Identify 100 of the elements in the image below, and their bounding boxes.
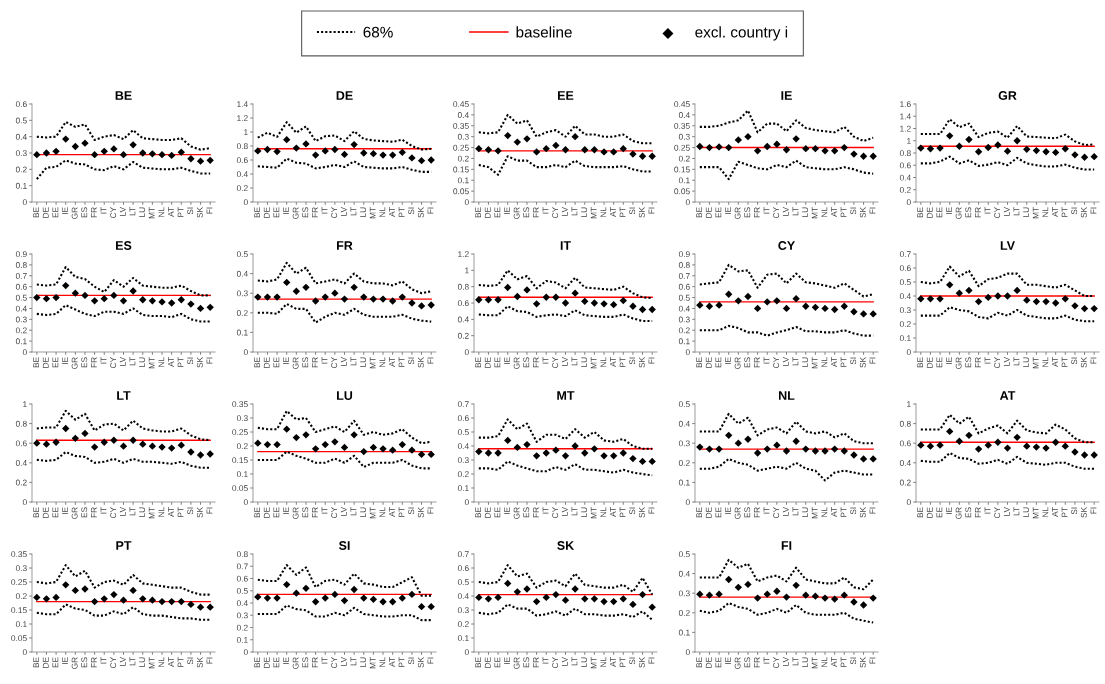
point bbox=[263, 594, 272, 602]
point bbox=[369, 295, 378, 303]
x-tick-label: PT bbox=[1061, 357, 1068, 367]
x-tick-label: LV bbox=[782, 206, 789, 216]
x-tick-label: LT bbox=[129, 207, 136, 216]
point bbox=[926, 442, 935, 450]
y-tick-label: 0.1 bbox=[15, 182, 27, 189]
x-tick-label: BE bbox=[33, 357, 39, 368]
point bbox=[388, 446, 397, 454]
y-tick-label: 0.3 bbox=[236, 612, 248, 619]
x-tick-label: IE bbox=[725, 657, 731, 664]
x-tick-label: MT bbox=[590, 507, 597, 519]
x-tick-label: ES bbox=[744, 357, 751, 368]
chart-title: EE bbox=[558, 91, 574, 100]
point bbox=[321, 147, 329, 155]
y-tick-label: 0.15 bbox=[674, 166, 690, 173]
point bbox=[100, 294, 108, 303]
x-tick-label: IE bbox=[62, 207, 68, 214]
x-tick-label: NL bbox=[379, 507, 386, 517]
line-series bbox=[35, 304, 212, 323]
x-tick-label: AT bbox=[168, 357, 174, 367]
chart-title: FI bbox=[781, 541, 792, 550]
x-tick-label: FR bbox=[754, 357, 760, 368]
y-tick-label: 0 bbox=[906, 349, 911, 356]
x-tick-label: FR bbox=[312, 357, 318, 368]
point bbox=[62, 135, 70, 143]
point bbox=[811, 592, 820, 600]
y-tick-label: 1 bbox=[244, 129, 248, 136]
x-tick-label: LV bbox=[340, 206, 347, 216]
y-tick-label: 0.4 bbox=[899, 174, 911, 181]
y-tick-label: 0.5 bbox=[899, 279, 911, 286]
x-tick-label: FI bbox=[869, 507, 876, 514]
x-tick-label: IT bbox=[763, 657, 770, 664]
point bbox=[311, 297, 320, 305]
point bbox=[648, 457, 656, 466]
x-tick-label: LU bbox=[581, 357, 587, 367]
x-tick-label: ES bbox=[81, 507, 88, 518]
point bbox=[90, 150, 99, 159]
y-tick-label: 0.8 bbox=[15, 262, 27, 268]
x-tick-label: SI bbox=[850, 507, 857, 515]
point bbox=[1061, 295, 1069, 303]
point bbox=[619, 296, 627, 305]
point bbox=[734, 439, 743, 447]
point bbox=[427, 603, 435, 611]
x-tick-label: DE bbox=[705, 357, 712, 368]
y-tick-label: 0.1 bbox=[678, 479, 690, 486]
x-tick-label: SI bbox=[187, 657, 194, 665]
y-tick-label: 0.2 bbox=[678, 610, 690, 616]
x-tick-label: BE bbox=[254, 357, 260, 368]
x-tick-label: PT bbox=[1061, 507, 1068, 517]
y-tick-label: 0.7 bbox=[457, 401, 469, 408]
x-tick-label: AT bbox=[1052, 357, 1058, 367]
point bbox=[734, 136, 743, 144]
point bbox=[350, 140, 358, 149]
x-tick-label: PT bbox=[177, 357, 184, 367]
point bbox=[763, 590, 771, 598]
chart-title: LT bbox=[117, 391, 131, 400]
y-tick-label: 0.2 bbox=[899, 186, 911, 193]
x-tick-label: NL bbox=[600, 357, 607, 367]
x-tick-label: LV bbox=[119, 356, 126, 366]
point bbox=[417, 603, 426, 611]
y-tick-label: 0.6 bbox=[899, 162, 911, 169]
x-tick-label: IE bbox=[283, 207, 289, 214]
chart-title: LV bbox=[1000, 241, 1015, 250]
x-tick-label: DE bbox=[263, 657, 270, 668]
x-tick-label: LV bbox=[561, 356, 568, 366]
point bbox=[965, 286, 973, 295]
y-tick-label: 1 bbox=[907, 401, 911, 408]
y-tick-label: 0.4 bbox=[15, 133, 27, 140]
y-tick-label: 0 bbox=[22, 199, 27, 206]
x-tick-label: MT bbox=[369, 657, 376, 669]
point bbox=[62, 424, 70, 433]
point bbox=[350, 431, 358, 439]
point bbox=[542, 293, 550, 301]
point bbox=[263, 440, 272, 449]
x-tick-label: BE bbox=[696, 357, 702, 368]
x-tick-label: EE bbox=[273, 507, 280, 518]
y-tick-label: 0.2 bbox=[457, 155, 469, 162]
point bbox=[33, 593, 41, 602]
x-tick-label: PT bbox=[840, 657, 847, 667]
x-tick-label: CY bbox=[773, 207, 780, 219]
x-tick-label: MT bbox=[148, 507, 155, 519]
x-tick-label: LU bbox=[581, 207, 587, 217]
y-tick-label: 1.4 bbox=[900, 113, 911, 120]
x-tick-label: EE bbox=[936, 357, 943, 368]
point bbox=[33, 439, 41, 447]
x-tick-label: MT bbox=[148, 657, 155, 669]
x-tick-label: FR bbox=[754, 657, 760, 668]
x-tick-label: LV bbox=[1003, 356, 1010, 366]
x-tick-label: ES bbox=[302, 657, 309, 668]
x-tick-label: AT bbox=[610, 657, 616, 667]
x-tick-label: SI bbox=[1071, 207, 1078, 215]
point bbox=[984, 293, 992, 302]
point bbox=[90, 597, 99, 606]
y-tick-label: 0.8 bbox=[899, 420, 911, 427]
line-series bbox=[256, 604, 433, 622]
point bbox=[648, 305, 656, 314]
y-tick-label: 0.7 bbox=[678, 272, 690, 279]
point bbox=[100, 595, 108, 603]
y-tick-label: 0.3 bbox=[457, 457, 469, 464]
